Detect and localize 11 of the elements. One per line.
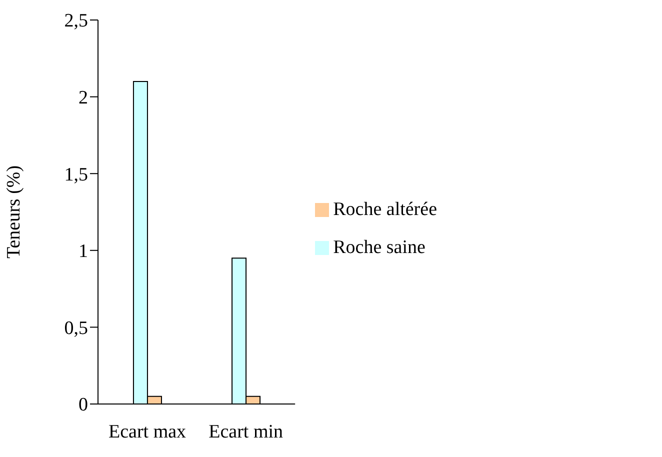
y-axis-title: Teneurs (%) [4,165,25,259]
y-tick-label: 0 [78,394,88,416]
y-tick-label: 0,5 [64,318,88,339]
y-tick-label: 2 [78,88,88,109]
y-tick-label: 1 [78,241,88,262]
y-tick-label: 1,5 [64,164,88,186]
x-tick-label: Ecart min [208,421,284,442]
legend-label: Roche saine [333,236,426,258]
legend-label: Roche altérée [333,198,437,220]
x-tick-label: Ecart max [108,421,187,442]
y-tick-label: 2,5 [64,10,88,32]
